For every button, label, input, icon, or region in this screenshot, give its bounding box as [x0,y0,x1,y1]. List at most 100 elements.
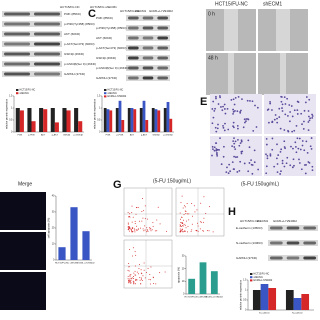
x-tick-label: p-GSK3β [74,135,84,137]
cell-dot [310,148,313,150]
cell-dot [309,117,312,120]
cell-dot [223,103,226,106]
cell-dot [223,108,226,110]
event-dot [194,211,196,213]
bar [19,110,24,132]
cell-dot [273,165,276,168]
y-tick-label: 0 [11,131,13,134]
merge-images [0,192,46,310]
cell-dot [276,121,279,124]
event-dot [131,277,133,279]
event-dot [184,206,186,208]
event-dot [129,274,131,276]
bar [293,298,302,310]
event-dot [180,218,182,220]
event-dot [191,202,193,204]
event-dot [134,279,136,281]
event-dot [197,225,199,227]
event-dot [179,231,181,233]
event-dot [195,229,197,231]
cell-dot [303,120,305,123]
cell-dot [219,96,221,99]
blot-band [142,16,154,20]
event-dot [134,265,136,267]
event-dot [140,272,142,274]
panel-letter: H [228,206,236,218]
blot-band [303,241,316,245]
blot-strip [2,71,62,77]
event-dot [152,222,154,224]
event-dot [205,213,207,215]
panel-letter: C [88,8,96,20]
cell-dot [289,111,292,113]
legend-swatch [250,279,253,282]
event-dot [180,225,182,227]
blot-band [34,62,60,66]
event-dot [208,230,210,232]
cell-dot [247,139,250,142]
blot-band [157,26,168,30]
event-dot [134,270,136,272]
x-tick-label: AKT [130,134,135,137]
cell-dot [308,98,311,101]
bar [39,108,44,132]
cell-dot [215,151,218,154]
event-dot [130,279,132,281]
cell-dot [257,168,260,171]
legend-swatch [104,89,107,91]
cell-dot [289,164,292,167]
event-dot [128,266,130,268]
cell-dot [307,161,310,163]
cell-dot [248,146,251,149]
cell-dot [294,141,297,144]
cell-dot [222,124,224,127]
event-dot [181,195,183,197]
micrograph [0,272,46,310]
event-dot [143,269,145,271]
event-dot [136,230,138,232]
event-dot [127,211,129,213]
bar [62,108,67,132]
event-dot [157,206,159,208]
blot-band [128,66,139,70]
cell-dot [224,112,227,115]
cell-dot [304,101,307,104]
x-tick-label: p-PI3K [117,135,124,137]
blot-band [128,26,139,30]
bar [54,122,59,132]
bar [163,108,167,132]
cell-dot [246,118,249,120]
cell-dot [283,140,286,143]
cell-dot [232,121,235,124]
cell-dot [311,113,313,116]
event-dot [138,263,140,265]
event-dot [134,231,136,233]
cell-dot [216,153,218,156]
event-dot [136,271,138,273]
event-dot [140,283,142,285]
cell-dot [279,173,282,175]
blot-band [157,76,168,80]
cell-dot [281,162,284,165]
blot-label: p-GSK3β(Ser 9) (46KD) [64,62,96,66]
y-tick-label: 0 [99,131,101,134]
cell-dot [297,147,300,150]
blot-label: GAPDH (37KD) [96,76,117,80]
event-dot [179,212,181,214]
cell-dot [278,107,281,110]
event-dot [191,229,193,231]
cell-dot [234,156,237,159]
micrograph [0,232,46,270]
cell-dot [233,168,236,171]
event-dot [132,280,134,282]
event-dot [150,227,152,229]
cell-dot [307,129,310,132]
bar [103,108,107,132]
blot-header: HCT15/FU-NC [60,5,81,9]
blot-header: HCT15/FU-shECM1 [90,5,117,9]
cell-dot [215,95,217,98]
cell-dot [286,156,289,159]
cell-dot [307,110,310,112]
cell-dot [281,107,283,109]
